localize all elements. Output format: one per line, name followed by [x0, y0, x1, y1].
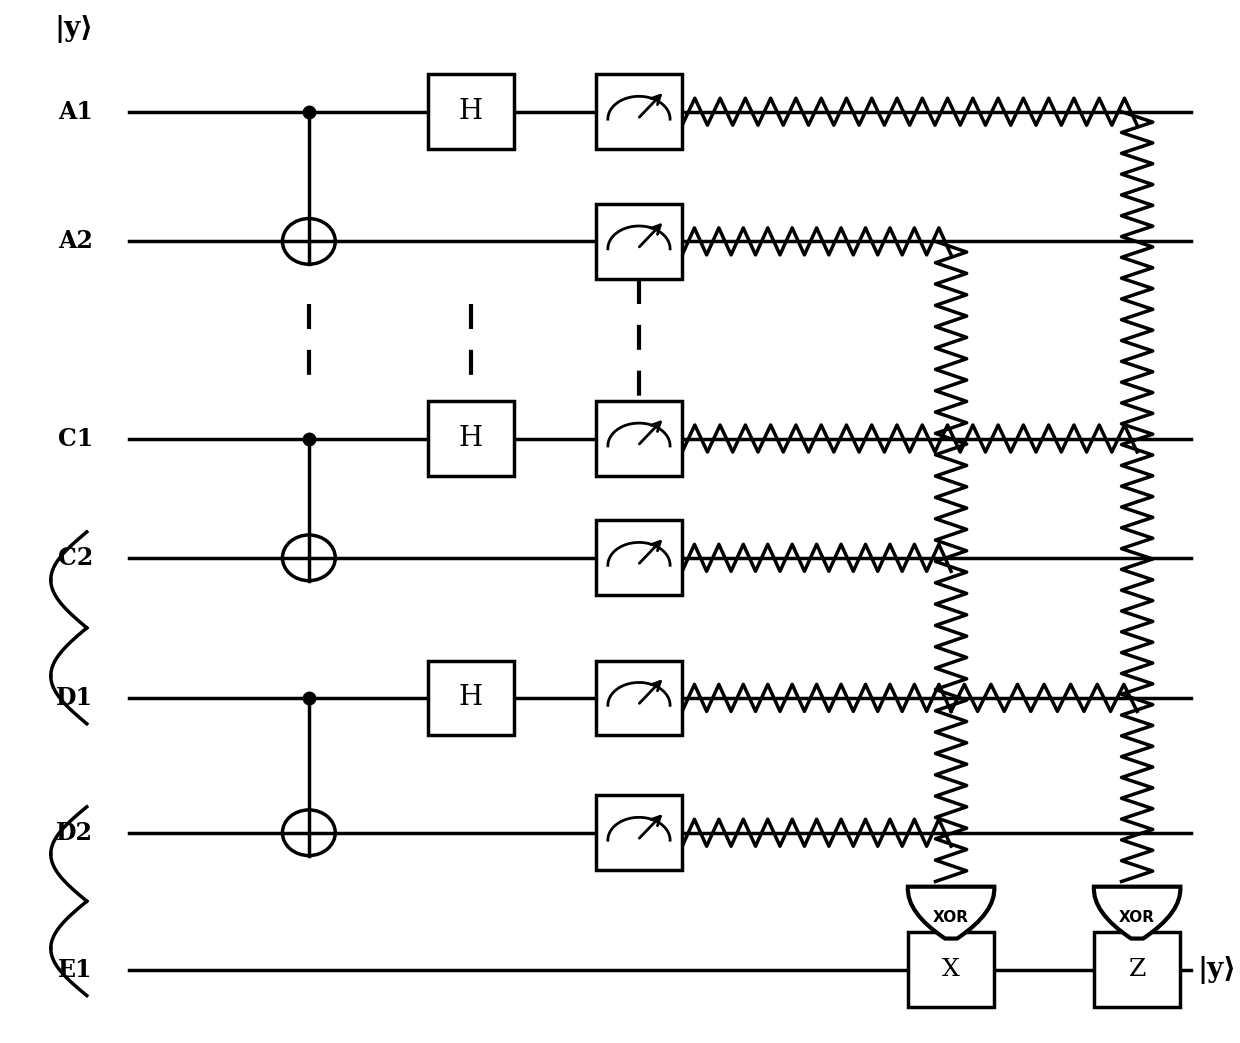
Text: |y⟩: |y⟩ — [53, 15, 93, 43]
Circle shape — [283, 535, 335, 581]
Bar — [595, 74, 682, 149]
Text: H: H — [459, 684, 484, 711]
PathPatch shape — [1094, 887, 1180, 939]
Text: XOR: XOR — [932, 911, 970, 925]
Text: X: X — [942, 959, 960, 981]
Bar — [595, 402, 682, 476]
Bar — [595, 204, 682, 278]
Text: D2: D2 — [56, 821, 93, 845]
Bar — [1094, 932, 1180, 1008]
Bar — [428, 402, 515, 476]
Circle shape — [283, 810, 335, 855]
Text: A1: A1 — [58, 100, 93, 124]
PathPatch shape — [908, 887, 994, 939]
Text: D1: D1 — [56, 686, 93, 710]
Bar — [908, 932, 994, 1008]
Text: |y⟩: |y⟩ — [1197, 955, 1236, 984]
Text: H: H — [459, 425, 484, 452]
Circle shape — [283, 219, 335, 264]
Bar — [595, 796, 682, 870]
Bar — [428, 660, 515, 735]
Bar — [595, 660, 682, 735]
Text: H: H — [459, 98, 484, 125]
Bar — [595, 520, 682, 596]
Text: C2: C2 — [57, 545, 93, 569]
Text: XOR: XOR — [1120, 911, 1156, 925]
Bar — [428, 74, 515, 149]
Text: Z: Z — [1128, 959, 1146, 981]
Text: C1: C1 — [57, 427, 93, 451]
Text: A2: A2 — [58, 229, 93, 253]
Text: E1: E1 — [58, 957, 93, 981]
